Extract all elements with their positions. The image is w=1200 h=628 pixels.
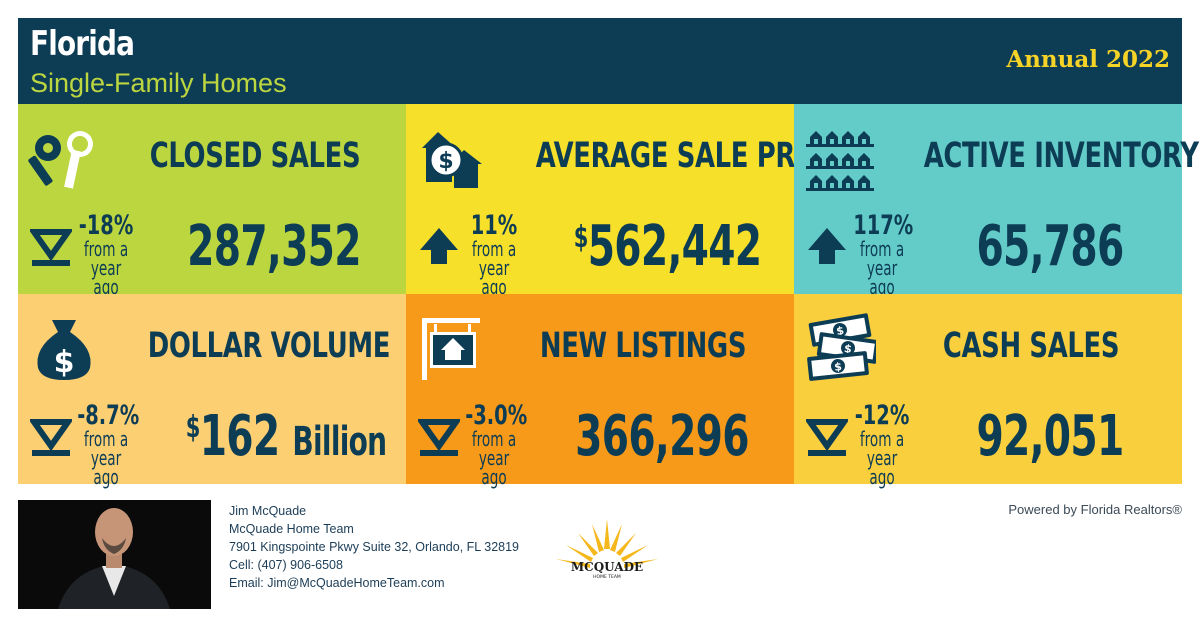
powered-by: Powered by Florida Realtors®	[1008, 502, 1182, 517]
change-percent: 11%	[470, 210, 518, 241]
stat-tile-closed-sales: CLOSED SALES -18% from a year ago 287,352	[18, 104, 406, 299]
comparison-line-2: year ago	[90, 256, 122, 299]
tile-value: $162 Billion	[185, 404, 387, 469]
tile-title: AVERAGE SALE PRICE	[535, 136, 841, 176]
tile-title: ACTIVE INVENTORY	[923, 136, 1199, 176]
svg-text:$: $	[834, 360, 843, 374]
value-number: 366,296	[575, 404, 749, 469]
comparison-line-1: from a	[859, 237, 905, 261]
tile-title: CLOSED SALES	[149, 136, 361, 176]
keys-icon	[28, 122, 100, 194]
agent-cell[interactable]: Cell: (407) 906-6508	[229, 558, 343, 572]
change-percent: -3.0%	[465, 400, 528, 431]
svg-text:$: $	[835, 324, 845, 338]
comparison-line-2: year ago	[866, 446, 898, 489]
arrow-down-icon	[30, 226, 72, 266]
listing-sign-icon	[416, 312, 488, 384]
logo-wordmark: MCQUADE	[571, 560, 643, 574]
comparison-line-1: from a	[83, 237, 129, 261]
property-type-subtitle: Single-Family Homes	[30, 68, 287, 98]
svg-text:$: $	[438, 149, 453, 174]
currency-symbol: $	[185, 410, 201, 445]
state-title: Florida	[30, 24, 135, 64]
tile-change: 117% from a year ago	[842, 210, 922, 299]
comparison-line-1: from a	[83, 427, 129, 451]
cash-bills-icon: $ $ $	[804, 312, 876, 384]
arrow-down-icon	[30, 416, 72, 456]
tile-title: CASH SALES	[942, 326, 1120, 366]
tile-value: $562,442	[573, 214, 762, 279]
tile-value: 366,296	[574, 404, 750, 469]
agent-address: 7901 Kingspointe Pkwy Suite 32, Orlando,…	[229, 540, 520, 554]
tile-value: 92,051	[962, 404, 1138, 469]
value-number: 287,352	[187, 214, 361, 279]
mcquade-logo: MCQUADE HOME TEAM	[552, 519, 662, 581]
comparison-line-1: from a	[471, 237, 517, 261]
comparison-line-2: year ago	[866, 256, 898, 299]
value-unit: Billion	[292, 419, 387, 465]
tile-value: 287,352	[186, 214, 362, 279]
agent-contact: Jim McQuade McQuade Home Team 7901 Kings…	[229, 502, 519, 592]
tile-change: -12% from a year ago	[842, 400, 922, 489]
arrow-up-icon	[418, 226, 460, 266]
arrow-up-icon	[806, 226, 848, 266]
money-bag-icon: $	[28, 312, 100, 384]
svg-text:$: $	[843, 342, 852, 356]
stat-tile-average-sale-price: $ AVERAGE SALE PRICE 11% from a year ago $562…	[406, 104, 841, 299]
change-percent: 117%	[853, 210, 914, 241]
agent-email[interactable]: Email: Jim@McQuadeHomeTeam.com	[229, 576, 445, 590]
change-percent: -12%	[854, 400, 910, 431]
currency-symbol: $	[573, 220, 589, 255]
svg-text:$: $	[54, 345, 75, 380]
stat-tile-active-inventory: ACTIVE INVENTORY 117% from a year ago 65,786	[794, 104, 1199, 299]
tile-title: NEW LISTINGS	[539, 326, 747, 366]
change-percent: -8.7%	[77, 400, 140, 431]
comparison-line-2: year ago	[478, 256, 510, 299]
stat-tile-cash-sales: $ $ $ CASH SALES -12% from a year ago 92,051	[794, 294, 1182, 489]
tile-change: -3.0% from a year ago	[454, 400, 534, 489]
tile-change: -8.7% from a year ago	[66, 400, 146, 489]
report-header: Florida Single-Family Homes Annual 2022	[18, 18, 1182, 104]
house-dollar-icon: $	[416, 122, 488, 194]
change-percent: -18%	[78, 210, 134, 241]
comparison-line-1: from a	[471, 427, 517, 451]
stat-tile-new-listings: NEW LISTINGS -3.0% from a year ago 366,296	[406, 294, 794, 489]
arrow-down-icon	[806, 416, 848, 456]
value-number: 92,051	[976, 404, 1124, 469]
report-period: Annual 2022	[1006, 46, 1170, 73]
logo-tagline: HOME TEAM	[593, 574, 621, 580]
tile-change: -18% from a year ago	[66, 210, 146, 299]
tile-title: DOLLAR VOLUME	[147, 326, 391, 366]
stat-tile-dollar-volume: $ DOLLAR VOLUME -8.7% from a year ago $162 Bi…	[18, 294, 406, 489]
tile-change: 11% from a year ago	[454, 210, 534, 299]
arrow-down-icon	[418, 416, 460, 456]
comparison-line-2: year ago	[478, 446, 510, 489]
agent-team: McQuade Home Team	[229, 522, 354, 536]
comparison-line-2: year ago	[90, 446, 122, 489]
value-number: 65,786	[976, 214, 1124, 279]
comparison-line-1: from a	[859, 427, 905, 451]
agent-name: Jim McQuade	[229, 504, 307, 518]
value-number: 162	[199, 404, 280, 469]
tile-value: 65,786	[962, 214, 1138, 279]
value-number: 562,442	[587, 214, 762, 279]
houses-grid-icon	[804, 122, 876, 194]
agent-photo	[18, 500, 211, 609]
